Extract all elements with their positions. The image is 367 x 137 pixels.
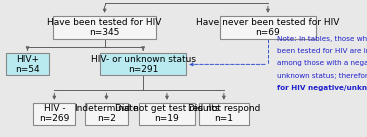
Text: HIV -
n=269: HIV - n=269	[39, 104, 69, 123]
Text: HIV+
n=54: HIV+ n=54	[15, 55, 40, 74]
FancyBboxPatch shape	[6, 53, 48, 75]
Text: Did not get test results
n=19: Did not get test results n=19	[115, 104, 219, 123]
Text: for HIV negative/unknown = 360: for HIV negative/unknown = 360	[277, 85, 367, 91]
FancyBboxPatch shape	[138, 103, 195, 125]
Text: Did not respond
n=1: Did not respond n=1	[188, 104, 260, 123]
Text: been tested for HIV are included: been tested for HIV are included	[277, 48, 367, 54]
Text: Note: In tables, those who have never: Note: In tables, those who have never	[277, 36, 367, 42]
FancyBboxPatch shape	[100, 53, 186, 75]
Text: HIV- or unknown status
n=291: HIV- or unknown status n=291	[91, 55, 196, 74]
FancyBboxPatch shape	[85, 103, 127, 125]
Text: Indeterminate
n=2: Indeterminate n=2	[74, 104, 139, 123]
Text: Have never been tested for HIV
n=69: Have never been tested for HIV n=69	[196, 18, 339, 37]
FancyBboxPatch shape	[199, 103, 248, 125]
FancyBboxPatch shape	[220, 16, 316, 39]
Text: Have been tested for HIV
n=345: Have been tested for HIV n=345	[47, 18, 162, 37]
Text: among those with a negative or: among those with a negative or	[277, 60, 367, 66]
FancyBboxPatch shape	[53, 16, 156, 39]
FancyBboxPatch shape	[33, 103, 76, 125]
Text: unknown status; therefore the n v...: unknown status; therefore the n v...	[277, 73, 367, 79]
